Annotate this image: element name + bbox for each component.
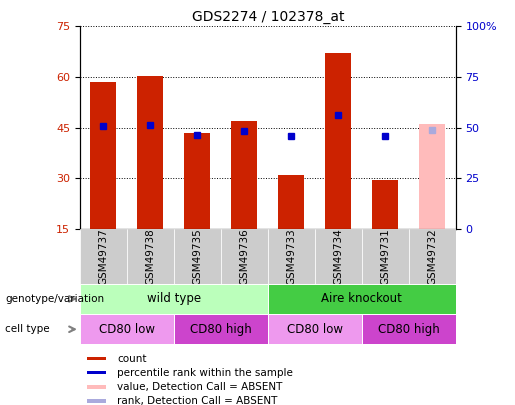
Text: rank, Detection Call = ABSENT: rank, Detection Call = ABSENT xyxy=(117,396,278,405)
Bar xyxy=(80,229,127,284)
Bar xyxy=(362,314,456,344)
Bar xyxy=(221,229,268,284)
Bar xyxy=(80,314,174,344)
Bar xyxy=(174,229,221,284)
Bar xyxy=(279,175,304,229)
Bar xyxy=(231,121,257,229)
Bar xyxy=(268,284,456,314)
Text: count: count xyxy=(117,354,147,364)
Text: CD80 low: CD80 low xyxy=(287,322,343,336)
Bar xyxy=(184,133,210,229)
Bar xyxy=(174,314,268,344)
Text: GSM49733: GSM49733 xyxy=(286,228,296,285)
Text: Aire knockout: Aire knockout xyxy=(321,292,402,305)
Bar xyxy=(362,229,409,284)
Bar xyxy=(268,229,315,284)
Text: GSM49735: GSM49735 xyxy=(192,228,202,285)
Bar xyxy=(409,229,456,284)
Text: GSM49734: GSM49734 xyxy=(333,228,344,285)
Bar xyxy=(88,385,106,388)
Bar xyxy=(315,229,362,284)
Text: GSM49731: GSM49731 xyxy=(380,228,390,285)
Text: GSM49732: GSM49732 xyxy=(427,228,437,285)
Bar xyxy=(88,371,106,374)
Text: cell type: cell type xyxy=(5,324,50,334)
Bar xyxy=(325,53,351,229)
Title: GDS2274 / 102378_at: GDS2274 / 102378_at xyxy=(192,10,344,24)
Bar xyxy=(372,180,398,229)
Text: GSM49738: GSM49738 xyxy=(145,228,156,285)
Bar xyxy=(127,229,174,284)
Bar xyxy=(91,82,116,229)
Bar xyxy=(268,314,362,344)
Text: percentile rank within the sample: percentile rank within the sample xyxy=(117,368,294,378)
Bar xyxy=(419,124,445,229)
Text: CD80 high: CD80 high xyxy=(378,322,440,336)
Bar xyxy=(80,284,268,314)
Text: GSM49736: GSM49736 xyxy=(239,228,249,285)
Text: wild type: wild type xyxy=(147,292,201,305)
Bar xyxy=(138,76,163,229)
Text: CD80 low: CD80 low xyxy=(99,322,155,336)
Text: genotype/variation: genotype/variation xyxy=(5,294,104,304)
Bar xyxy=(88,357,106,360)
Text: CD80 high: CD80 high xyxy=(190,322,252,336)
Text: value, Detection Call = ABSENT: value, Detection Call = ABSENT xyxy=(117,382,283,392)
Bar xyxy=(88,399,106,403)
Text: GSM49737: GSM49737 xyxy=(98,228,108,285)
